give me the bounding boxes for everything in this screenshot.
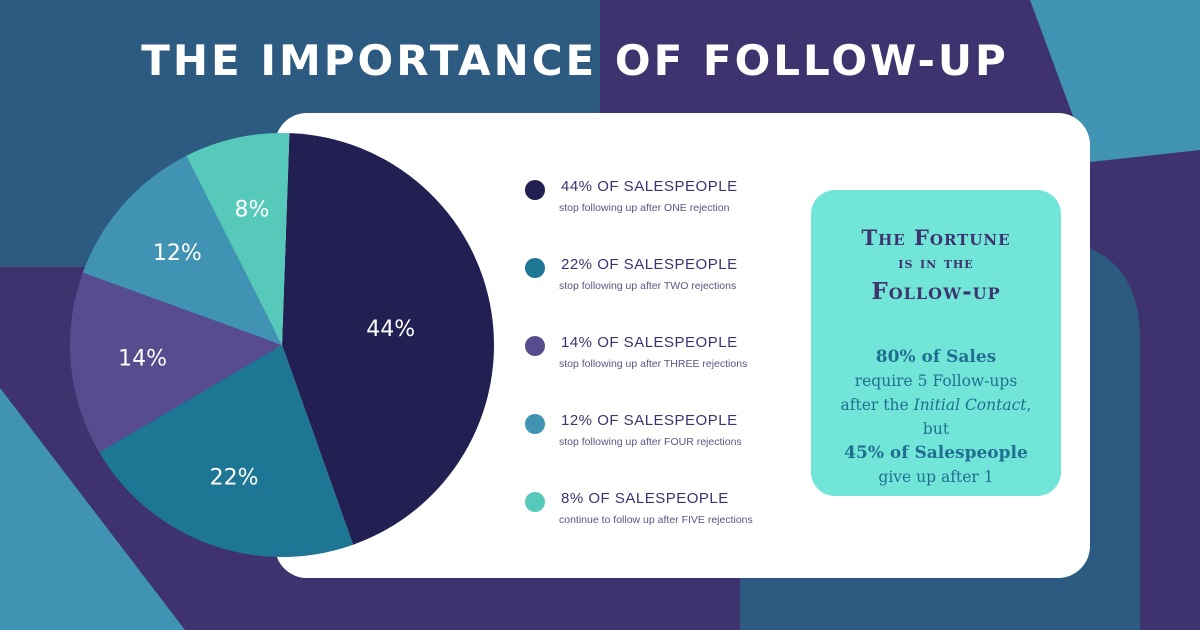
legend-dot <box>525 492 545 512</box>
callout-text-2i: Initial Contact <box>913 396 1027 414</box>
pie-slice <box>282 133 494 545</box>
legend-heading: 44% OF SALESPEOPLE <box>561 178 738 195</box>
callout-text-2a: after the <box>840 396 914 414</box>
legend-subtext: stop following up after THREE rejections <box>559 358 748 370</box>
callout-stat-1: 80% of Sales <box>875 347 997 367</box>
callout-heading-3: Follow-up <box>871 278 1001 305</box>
legend-subtext: stop following up after FOUR rejections <box>559 436 742 448</box>
callout-text-2: after the Initial Contact, <box>811 393 1061 417</box>
callout-box: The Fortune is in the Follow-up 80% of S… <box>811 190 1061 496</box>
legend-dot <box>525 414 545 434</box>
legend-subtext: stop following up after TWO rejections <box>559 280 737 292</box>
callout-heading-2: is in the <box>898 253 974 272</box>
legend-subtext: stop following up after ONE rejection <box>559 202 730 214</box>
legend-dot <box>525 336 545 356</box>
bg-shape-teal-bottom <box>0 388 185 630</box>
bg-shape-teal-top <box>1030 0 1200 162</box>
legend-heading: 8% OF SALESPEOPLE <box>561 490 729 507</box>
legend-subtext: continue to follow up after FIVE rejecti… <box>559 514 753 526</box>
slice-label: 14% <box>118 347 167 372</box>
legend-dot <box>525 258 545 278</box>
slice-label: 8% <box>234 197 269 222</box>
pie-slice <box>99 345 354 557</box>
pie-slice <box>82 155 283 345</box>
slice-label: 22% <box>210 466 259 491</box>
callout-text-1: require 5 Follow-ups <box>854 372 1018 390</box>
callout-body: 80% of Sales require 5 Follow-ups after … <box>811 345 1061 489</box>
legend-heading: 22% OF SALESPEOPLE <box>561 256 738 273</box>
callout-text-3: but <box>922 420 950 438</box>
page-title: THE IMPORTANCE OF FOLLOW-UP <box>141 36 1009 85</box>
callout-stat-2: 45% of Salespeople <box>844 443 1028 463</box>
pie-slice <box>186 133 290 345</box>
callout-text-4: give up after 1 <box>878 468 994 486</box>
legend-heading: 14% OF SALESPEOPLE <box>561 334 738 351</box>
callout-heading-1: The Fortune <box>861 225 1011 250</box>
callout-text-2b: , <box>1026 396 1032 414</box>
legend-heading: 12% OF SALESPEOPLE <box>561 412 738 429</box>
legend-dot <box>525 180 545 200</box>
slice-label: 44% <box>366 317 415 342</box>
pie-slice <box>69 272 282 453</box>
slice-label: 12% <box>153 241 202 266</box>
